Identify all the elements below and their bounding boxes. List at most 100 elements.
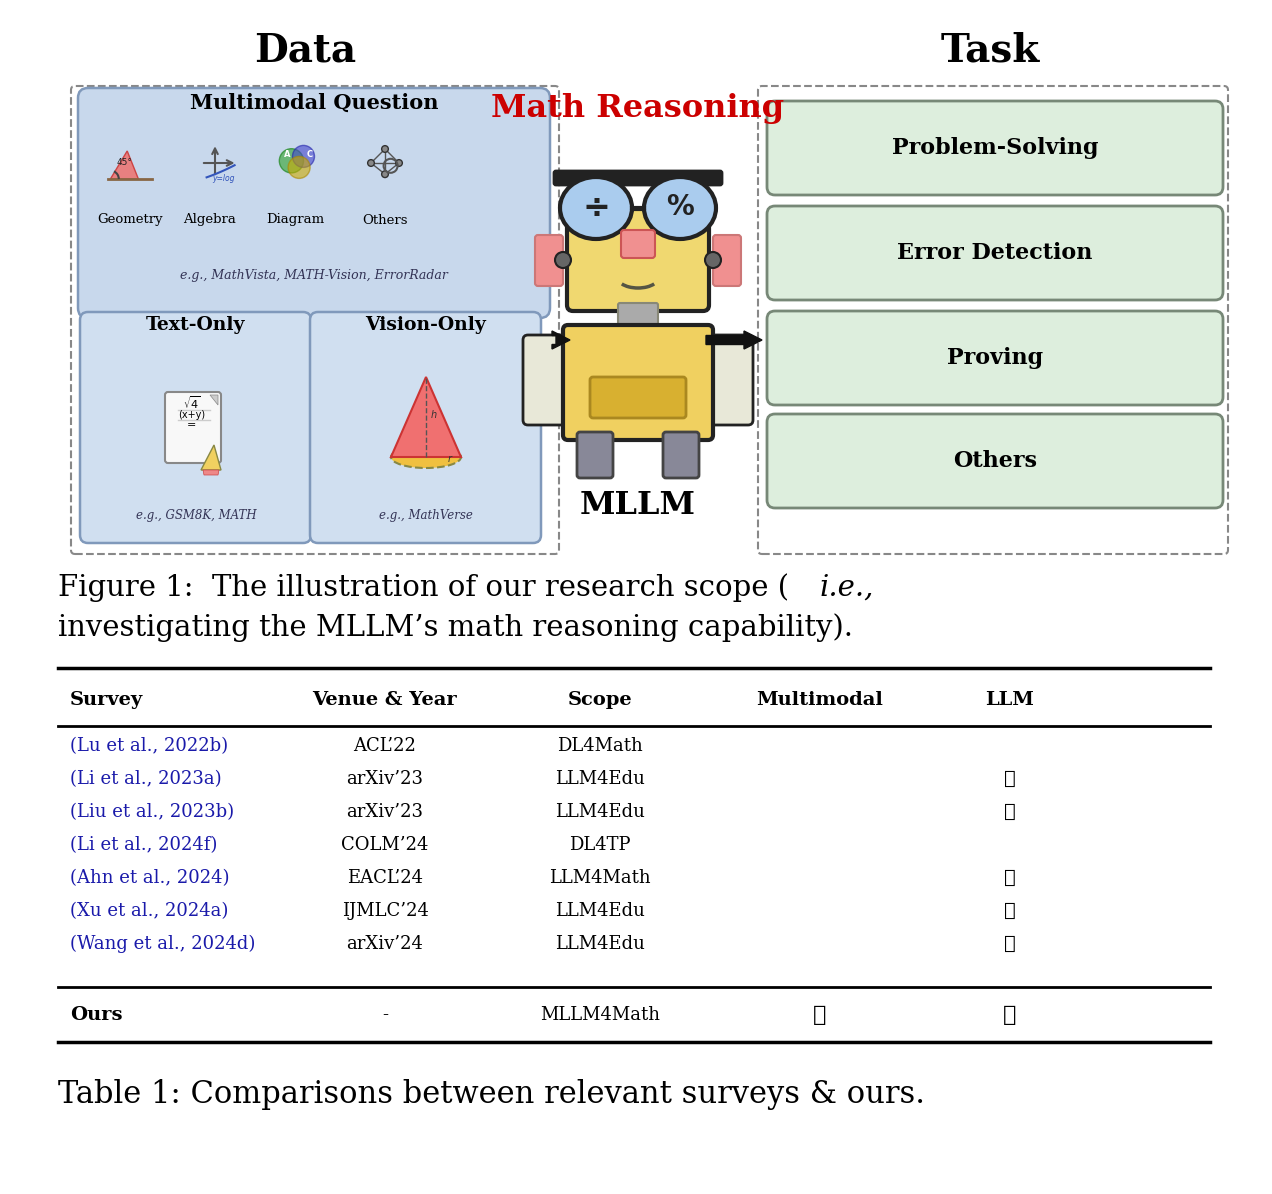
Text: ✔: ✔ [1004, 804, 1016, 821]
FancyBboxPatch shape [621, 230, 655, 258]
Text: Diagram: Diagram [266, 214, 324, 227]
Text: 45°: 45° [117, 158, 132, 167]
FancyBboxPatch shape [663, 432, 700, 478]
Text: Ours: Ours [70, 1007, 122, 1024]
Text: (Wang et al., 2024d): (Wang et al., 2024d) [70, 935, 256, 953]
Polygon shape [210, 395, 218, 405]
Text: ÷: ÷ [583, 191, 611, 224]
Polygon shape [706, 331, 762, 349]
Text: Venue & Year: Venue & Year [313, 691, 458, 709]
Circle shape [396, 160, 402, 166]
Ellipse shape [560, 177, 632, 239]
Text: Algebra: Algebra [183, 214, 237, 227]
Circle shape [382, 146, 388, 153]
Text: LLM4Edu: LLM4Edu [555, 901, 645, 921]
FancyBboxPatch shape [703, 336, 753, 425]
FancyBboxPatch shape [523, 336, 572, 425]
FancyBboxPatch shape [80, 312, 310, 543]
Text: Geometry: Geometry [97, 214, 163, 227]
Text: C: C [307, 149, 313, 159]
FancyBboxPatch shape [618, 303, 658, 332]
Ellipse shape [644, 177, 716, 239]
Text: -: - [382, 1007, 388, 1024]
Text: Table 1: Comparisons between relevant surveys & ours.: Table 1: Comparisons between relevant su… [59, 1078, 925, 1109]
Text: Multimodal Question: Multimodal Question [190, 93, 439, 113]
Circle shape [280, 149, 304, 173]
Text: (Lu et al., 2022b): (Lu et al., 2022b) [70, 737, 228, 755]
FancyBboxPatch shape [555, 171, 722, 185]
Polygon shape [201, 445, 221, 470]
FancyBboxPatch shape [590, 377, 686, 418]
Text: Others: Others [363, 214, 408, 227]
Text: ✔: ✔ [1004, 770, 1016, 788]
Text: h: h [431, 410, 438, 420]
Text: i.e.,: i.e., [820, 574, 874, 602]
Text: $\sqrt{4}$: $\sqrt{4}$ [183, 395, 201, 412]
Text: e.g., MathVista, MATH-Vision, ErrorRadar: e.g., MathVista, MATH-Vision, ErrorRadar [181, 269, 448, 282]
Text: y=log: y=log [212, 174, 234, 183]
Circle shape [382, 171, 388, 178]
Text: (Xu et al., 2024a): (Xu et al., 2024a) [70, 901, 229, 921]
Text: LLM: LLM [986, 691, 1034, 709]
Text: Multimodal: Multimodal [757, 691, 884, 709]
FancyBboxPatch shape [577, 432, 613, 478]
Polygon shape [552, 331, 570, 349]
Text: %: % [667, 193, 693, 221]
Text: MLLM4Math: MLLM4Math [541, 1007, 660, 1024]
Text: Data: Data [254, 31, 356, 69]
FancyBboxPatch shape [71, 86, 558, 554]
Text: DL4TP: DL4TP [570, 836, 631, 854]
FancyBboxPatch shape [78, 88, 550, 318]
FancyBboxPatch shape [767, 414, 1222, 507]
FancyBboxPatch shape [310, 312, 541, 543]
Text: investigating the MLLM’s math reasoning capability).: investigating the MLLM’s math reasoning … [59, 614, 854, 642]
FancyBboxPatch shape [767, 310, 1222, 405]
Text: ✔: ✔ [1004, 901, 1016, 921]
Text: DL4Math: DL4Math [557, 737, 642, 755]
Text: MLLM: MLLM [580, 490, 696, 521]
Text: arXiv’24: arXiv’24 [346, 935, 424, 953]
Text: ✔: ✔ [1004, 869, 1016, 887]
Circle shape [705, 252, 721, 267]
Text: Scope: Scope [567, 691, 632, 709]
Text: Vision-Only: Vision-Only [365, 316, 486, 334]
Polygon shape [204, 470, 219, 475]
FancyBboxPatch shape [767, 207, 1222, 300]
Text: ✔: ✔ [813, 1004, 827, 1026]
Text: EACL’24: EACL’24 [347, 869, 424, 887]
Text: Figure 1:  The illustration of our research scope (: Figure 1: The illustration of our resear… [59, 573, 789, 603]
Circle shape [287, 156, 310, 178]
Text: arXiv’23: arXiv’23 [346, 770, 424, 788]
FancyBboxPatch shape [563, 325, 714, 441]
Text: LLM4Edu: LLM4Edu [555, 935, 645, 953]
Text: (x+y): (x+y) [178, 410, 206, 420]
FancyBboxPatch shape [758, 86, 1227, 554]
Polygon shape [391, 377, 460, 457]
Text: (Li et al., 2024f): (Li et al., 2024f) [70, 836, 218, 854]
Text: (Liu et al., 2023b): (Liu et al., 2023b) [70, 804, 234, 821]
Polygon shape [111, 150, 139, 179]
Text: Others: Others [953, 450, 1037, 472]
Text: (Li et al., 2023a): (Li et al., 2023a) [70, 770, 221, 788]
Circle shape [293, 146, 314, 167]
Text: r: r [448, 454, 452, 464]
Text: (Ahn et al., 2024): (Ahn et al., 2024) [70, 869, 229, 887]
Ellipse shape [391, 447, 460, 468]
FancyBboxPatch shape [714, 235, 742, 287]
Text: Survey: Survey [70, 691, 144, 709]
Text: Proving: Proving [946, 347, 1043, 369]
FancyBboxPatch shape [165, 392, 221, 463]
Text: A: A [284, 149, 290, 159]
FancyBboxPatch shape [536, 235, 563, 287]
Text: Problem-Solving: Problem-Solving [892, 137, 1098, 159]
Circle shape [555, 252, 571, 267]
Circle shape [368, 160, 374, 166]
Text: e.g., GSM8K, MATH: e.g., GSM8K, MATH [136, 509, 257, 522]
Text: =: = [187, 420, 197, 430]
Text: Task: Task [940, 31, 1039, 69]
FancyBboxPatch shape [567, 209, 709, 310]
Text: LLM4Math: LLM4Math [550, 869, 651, 887]
Text: ACL’22: ACL’22 [354, 737, 416, 755]
Text: e.g., MathVerse: e.g., MathVerse [379, 509, 473, 522]
Text: arXiv’23: arXiv’23 [346, 804, 424, 821]
